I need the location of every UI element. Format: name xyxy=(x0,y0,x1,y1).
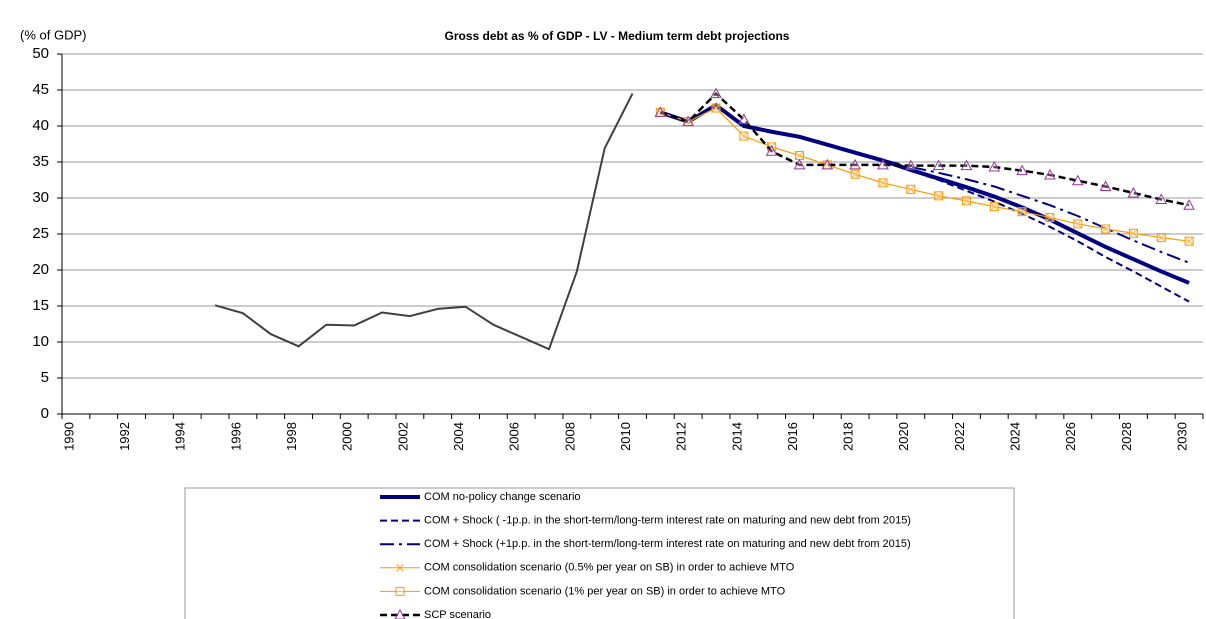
legend-marker xyxy=(396,563,404,572)
series-line xyxy=(214,93,634,351)
x-tick-label: 2008 xyxy=(562,422,577,451)
data-marker xyxy=(1128,228,1138,238)
x-tick-label: 1998 xyxy=(284,422,299,451)
data-marker xyxy=(656,108,665,117)
data-marker xyxy=(850,169,860,179)
y-axis-label: (% of GDP) xyxy=(20,27,86,42)
data-marker xyxy=(1127,186,1140,198)
data-marker xyxy=(821,158,834,170)
legend-label: COM consolidation scenario (1% per year … xyxy=(424,585,786,597)
legend-label: COM consolidation scenario (0.5% per yea… xyxy=(424,562,795,574)
data-marker xyxy=(988,161,1001,172)
data-marker xyxy=(1016,164,1028,176)
legend-label: COM no-policy change scenario xyxy=(424,491,581,503)
x-tick-label: 1990 xyxy=(61,422,76,451)
data-marker xyxy=(932,159,945,171)
y-tick-label: 10 xyxy=(32,333,49,350)
data-marker xyxy=(906,184,916,194)
data-marker xyxy=(961,196,971,206)
data-marker xyxy=(1184,236,1194,246)
x-tick-label: 2030 xyxy=(1175,422,1190,451)
data-marker xyxy=(1101,224,1111,234)
x-tick-label: 2024 xyxy=(1008,422,1023,451)
x-tick-label: 2020 xyxy=(896,422,911,451)
data-marker xyxy=(654,106,667,117)
data-marker xyxy=(934,191,944,201)
x-tick-label: 2002 xyxy=(395,422,410,451)
x-tick-label: 2012 xyxy=(674,422,689,451)
data-marker xyxy=(1185,237,1193,246)
legend-label: COM + Shock (+1p.p. in the short-term/lo… xyxy=(424,538,911,550)
data-marker xyxy=(739,131,749,141)
data-marker xyxy=(1071,174,1084,186)
data-marker xyxy=(1045,212,1055,222)
series-line xyxy=(660,107,1190,242)
x-tick-label: 2006 xyxy=(507,422,522,451)
y-tick-label: 45 xyxy=(32,81,49,98)
data-marker xyxy=(711,103,721,113)
x-tick-label: 2000 xyxy=(340,422,355,451)
y-tick-label: 40 xyxy=(32,117,49,134)
data-marker xyxy=(1155,193,1168,204)
data-marker xyxy=(710,87,722,99)
series-line xyxy=(660,103,1190,264)
y-tick-label: 50 xyxy=(32,45,49,62)
x-tick-label: 1996 xyxy=(228,422,243,451)
y-tick-label: 0 xyxy=(41,405,49,422)
x-tick-label: 2014 xyxy=(729,422,744,451)
y-tick-label: 25 xyxy=(32,225,49,242)
legend-label: SCP scenario xyxy=(424,609,491,619)
data-marker xyxy=(849,158,861,170)
data-marker xyxy=(989,202,999,212)
x-tick-label: 2028 xyxy=(1119,422,1134,451)
data-marker xyxy=(682,115,695,127)
legend-marker xyxy=(394,608,406,619)
y-tick-label: 20 xyxy=(32,261,49,278)
data-marker xyxy=(1017,207,1027,217)
data-marker xyxy=(793,158,806,170)
series-line xyxy=(659,91,1190,207)
data-marker xyxy=(877,158,889,170)
x-tick-label: 1994 xyxy=(173,422,188,451)
x-tick-label: 2018 xyxy=(841,422,856,451)
data-marker xyxy=(878,178,888,188)
legend-label: COM + Shock ( -1p.p. in the short-term/l… xyxy=(424,515,911,527)
x-tick-label: 2022 xyxy=(952,422,967,451)
data-marker xyxy=(1099,180,1112,191)
legend-box xyxy=(184,487,1015,619)
x-tick-label: 2026 xyxy=(1063,422,1078,451)
x-tick-label: 2004 xyxy=(451,422,466,451)
y-tick-label: 5 xyxy=(41,369,49,386)
data-marker xyxy=(1156,233,1166,243)
data-marker xyxy=(737,113,750,125)
x-tick-label: 2016 xyxy=(785,422,800,451)
x-tick-label: 1992 xyxy=(117,422,132,451)
data-marker xyxy=(1044,168,1056,180)
chart-title: Gross debt as % of GDP - LV - Medium ter… xyxy=(445,29,790,43)
y-tick-label: 30 xyxy=(32,189,49,206)
data-marker xyxy=(1073,219,1083,229)
data-marker xyxy=(960,159,973,171)
data-marker xyxy=(904,159,917,171)
y-tick-label: 15 xyxy=(32,297,49,314)
y-tick-label: 35 xyxy=(32,153,49,170)
data-marker xyxy=(794,151,804,161)
legend-marker xyxy=(395,586,405,596)
data-marker xyxy=(1183,199,1195,210)
x-tick-label: 2010 xyxy=(618,422,633,451)
data-marker xyxy=(765,145,778,156)
